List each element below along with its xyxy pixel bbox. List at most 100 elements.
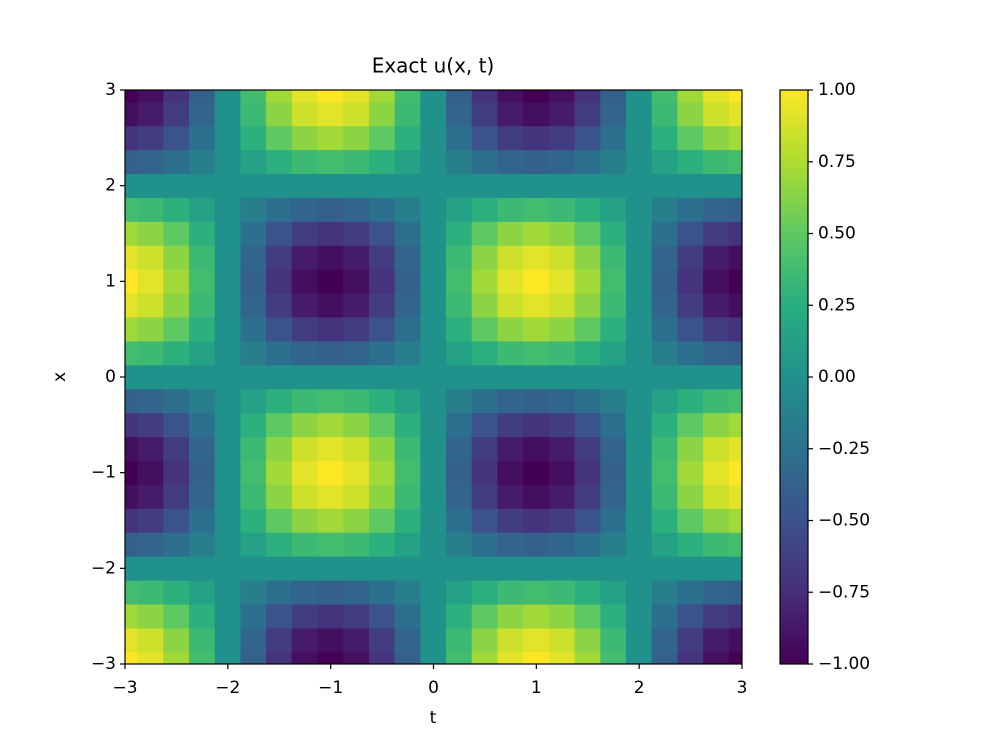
heat-cell — [188, 173, 216, 198]
heat-cell — [163, 508, 190, 533]
heat-cell — [420, 508, 447, 533]
heat-cell — [394, 436, 421, 462]
heat-cell — [548, 197, 576, 222]
heat-cell — [600, 173, 627, 198]
heat-cell — [317, 340, 344, 366]
heat-cell — [214, 460, 241, 485]
x-axis-label: t — [430, 708, 437, 728]
heat-cell — [497, 508, 524, 533]
heat-cell — [574, 269, 601, 294]
heat-cell — [266, 292, 293, 318]
heat-cell — [317, 101, 344, 127]
heat-cell — [703, 149, 730, 175]
heat-cell — [523, 627, 550, 653]
heat-cell — [677, 388, 704, 414]
heat-cell — [163, 90, 190, 103]
heat-cell — [677, 149, 704, 175]
heat-cell — [368, 269, 396, 294]
heat-cell — [600, 579, 627, 605]
heat-cell — [368, 292, 396, 318]
heat-cell — [266, 603, 293, 629]
x-tick-label: −3 — [112, 678, 137, 698]
heat-cell — [446, 221, 473, 246]
heat-cell — [368, 508, 396, 533]
heat-cell — [677, 484, 704, 509]
heat-cell — [317, 603, 344, 629]
heat-cell — [574, 388, 601, 414]
heat-cell — [343, 101, 370, 127]
heat-cell — [626, 197, 653, 222]
heat-cell — [394, 556, 421, 581]
heat-cell — [446, 484, 473, 509]
heat-cell — [574, 221, 601, 246]
heat-cell — [291, 197, 319, 222]
heat-cell — [600, 90, 627, 103]
heat-cell — [343, 627, 370, 653]
heat-cell — [317, 316, 344, 342]
heat-cell — [446, 340, 473, 366]
heat-cell — [188, 90, 216, 103]
heat-cell — [626, 579, 653, 605]
x-tick-label: 3 — [737, 678, 748, 698]
heat-cell — [523, 436, 550, 462]
heat-cell — [394, 221, 421, 246]
heat-cell — [600, 508, 627, 533]
heat-cell — [240, 269, 267, 294]
heat-cell — [343, 508, 370, 533]
heat-cell — [497, 125, 524, 151]
heat-cell — [240, 245, 267, 270]
heat-cell — [497, 388, 524, 414]
heat-cell — [343, 364, 370, 390]
heat-cell — [291, 436, 319, 462]
heat-cell — [266, 364, 293, 390]
chart-title: Exact u(x, t) — [372, 54, 495, 78]
heat-cell — [317, 364, 344, 390]
heat-cell — [626, 101, 653, 127]
heat-cell — [600, 292, 627, 318]
heat-cell — [548, 221, 576, 246]
heat-cell — [626, 125, 653, 151]
heat-cell — [651, 412, 679, 438]
heat-cell — [574, 532, 601, 557]
heat-cell — [446, 292, 473, 318]
heat-cell — [188, 460, 216, 485]
heat-cell — [548, 460, 576, 485]
heat-cell — [497, 412, 524, 438]
heat-cell — [703, 101, 730, 127]
heat-cell — [600, 316, 627, 342]
heat-cell — [420, 90, 447, 103]
heat-cell — [574, 627, 601, 653]
heat-cell — [163, 484, 190, 509]
heat-cell — [214, 269, 241, 294]
heat-cell — [651, 125, 679, 151]
heat-cell — [497, 269, 524, 294]
heat-cell — [137, 197, 164, 222]
heat-cell — [420, 484, 447, 509]
heat-cell — [626, 388, 653, 414]
colorbar-tick-label: 0.75 — [818, 152, 856, 172]
heat-cell — [523, 221, 550, 246]
heat-cell — [651, 149, 679, 175]
heat-cell — [548, 149, 576, 175]
heat-cell — [471, 125, 499, 151]
heat-cell — [266, 173, 293, 198]
heat-cell — [703, 340, 730, 366]
heat-cell — [471, 101, 499, 127]
heat-cell — [677, 173, 704, 198]
heat-cell — [574, 245, 601, 270]
heat-cell — [137, 627, 164, 653]
heat-cell — [523, 508, 550, 533]
heat-cell — [266, 388, 293, 414]
heat-cell — [163, 149, 190, 175]
heat-cell — [266, 412, 293, 438]
heat-cell — [651, 603, 679, 629]
heat-cell — [651, 221, 679, 246]
heat-cell — [626, 173, 653, 198]
heat-cell — [703, 316, 730, 342]
heat-cell — [651, 556, 679, 581]
heat-cell — [420, 364, 447, 390]
heat-cell — [368, 460, 396, 485]
heat-cell — [394, 125, 421, 151]
heat-cell — [137, 436, 164, 462]
heat-cell — [497, 149, 524, 175]
